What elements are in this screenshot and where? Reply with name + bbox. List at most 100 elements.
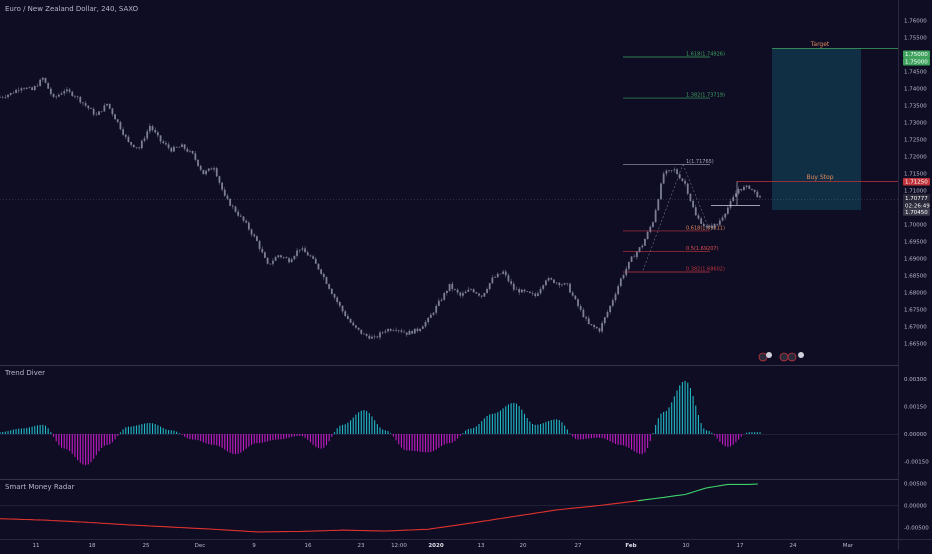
candle-body [689,193,692,201]
candle-body [151,126,154,131]
fibonacci-extension[interactable]: 1.618(1.74926) 1.382(1.73719) 1(1.71765) 0.… [623,52,725,273]
candle-body [31,87,34,91]
candle-body [403,331,405,333]
candle-body [387,329,389,332]
candle-body [199,165,202,170]
candle-body [181,144,183,148]
candle-body [298,249,301,251]
candle-body [346,316,349,320]
candle-body [55,96,58,98]
candle-body [491,277,494,284]
smart-money-radar-title[interactable]: Smart Money Radar [5,483,75,491]
candle-body [432,312,435,315]
candle-body [52,93,55,97]
trend-diver-tick: 0.00150 [904,405,927,411]
time-tick-label: 13 [478,543,485,549]
candle-body [456,289,459,293]
candle-body [106,103,108,106]
symbol-title[interactable]: Euro / New Zealand Dollar, 240, SAXO [5,5,139,13]
time-tick-label: 16 [305,543,312,549]
candle-body [617,286,620,295]
event-icon[interactable] [798,352,804,358]
trend-diver-title[interactable]: Trend Diver [4,369,45,377]
smart-money-radar-line[interactable] [0,483,758,533]
candle-body [582,309,585,318]
candle-body [154,130,157,133]
candle-body [550,278,553,280]
candle-body [186,148,189,152]
candle-body [165,143,167,145]
event-icon[interactable] [779,352,789,362]
trend-diver-histogram[interactable] [0,380,898,466]
price-badge [903,201,930,210]
candle-body [223,189,226,196]
candle-body [124,134,127,137]
time-tick-label: Dec [195,543,206,549]
candle-body [595,327,598,329]
trend-diver-tick: -0.00150 [904,460,929,466]
time-tick-label: Feb [625,543,636,549]
candlestick-series[interactable] [0,76,761,340]
price-tick-label: 1.71000 [904,189,927,195]
candle-body [416,328,419,332]
candle-body [494,277,496,278]
candle-body [111,108,114,115]
fib-level-label: 0.382(1.68602) [686,267,725,273]
candle-body [558,282,561,286]
time-tick-label: Mar [843,543,854,549]
candle-body [167,144,170,148]
candle-body [314,258,317,264]
candle-body [590,324,593,326]
candle-body [424,321,427,327]
candle-body [571,292,574,296]
candle-body [732,196,735,202]
candle-body [440,299,443,301]
long-position-target-zone[interactable] [772,48,861,210]
event-icon[interactable] [787,352,797,362]
candle-body [1,97,4,98]
candle-body [341,305,344,312]
trend-diver-tick: 0.00000 [904,432,927,438]
candle-body [82,102,84,104]
candle-body [306,252,309,256]
candle-body [159,135,162,142]
candle-body [371,336,373,339]
candle-body [467,289,470,292]
price-axis[interactable]: 1.76000 1.75500 1.75000 1.74500 1.74000 1.735… [904,19,927,348]
candle-body [173,146,175,152]
candle-body [207,168,210,171]
price-tick-label: 1.75500 [904,36,927,42]
candle-body [726,207,729,214]
candle-body [630,256,633,262]
price-badge [903,58,930,66]
event-icon[interactable] [766,352,772,358]
candle-body [504,271,507,276]
candle-body [470,289,472,290]
candle-body [132,144,135,148]
candle-body [213,168,215,170]
candle-body [480,295,483,297]
candle-body [528,291,531,293]
candle-body [274,257,277,261]
candle-body [9,92,12,95]
candle-body [122,129,124,135]
price-badge-label: 1.70777 [905,196,928,202]
candle-body [660,183,662,200]
candle-body [459,292,462,296]
time-tick-label: 12:00 [391,543,407,549]
candle-body [368,335,371,339]
candle-body [108,103,111,109]
candle-body [555,282,558,284]
price-tick-label: 1.69000 [904,257,927,263]
time-tick-label: 20 [520,543,527,549]
candle-body [619,278,622,287]
price-tick-label: 1.70000 [904,223,927,229]
candle-body [312,256,314,259]
time-axis[interactable]: 11 18 25 Dec 9 16 23 12:00 2020 13 20 27 Feb 10 17 24 Ma… [33,543,854,549]
candle-body [304,248,306,253]
candle-body [507,275,510,282]
event-icon[interactable] [758,352,768,362]
event-icons[interactable] [758,352,804,362]
